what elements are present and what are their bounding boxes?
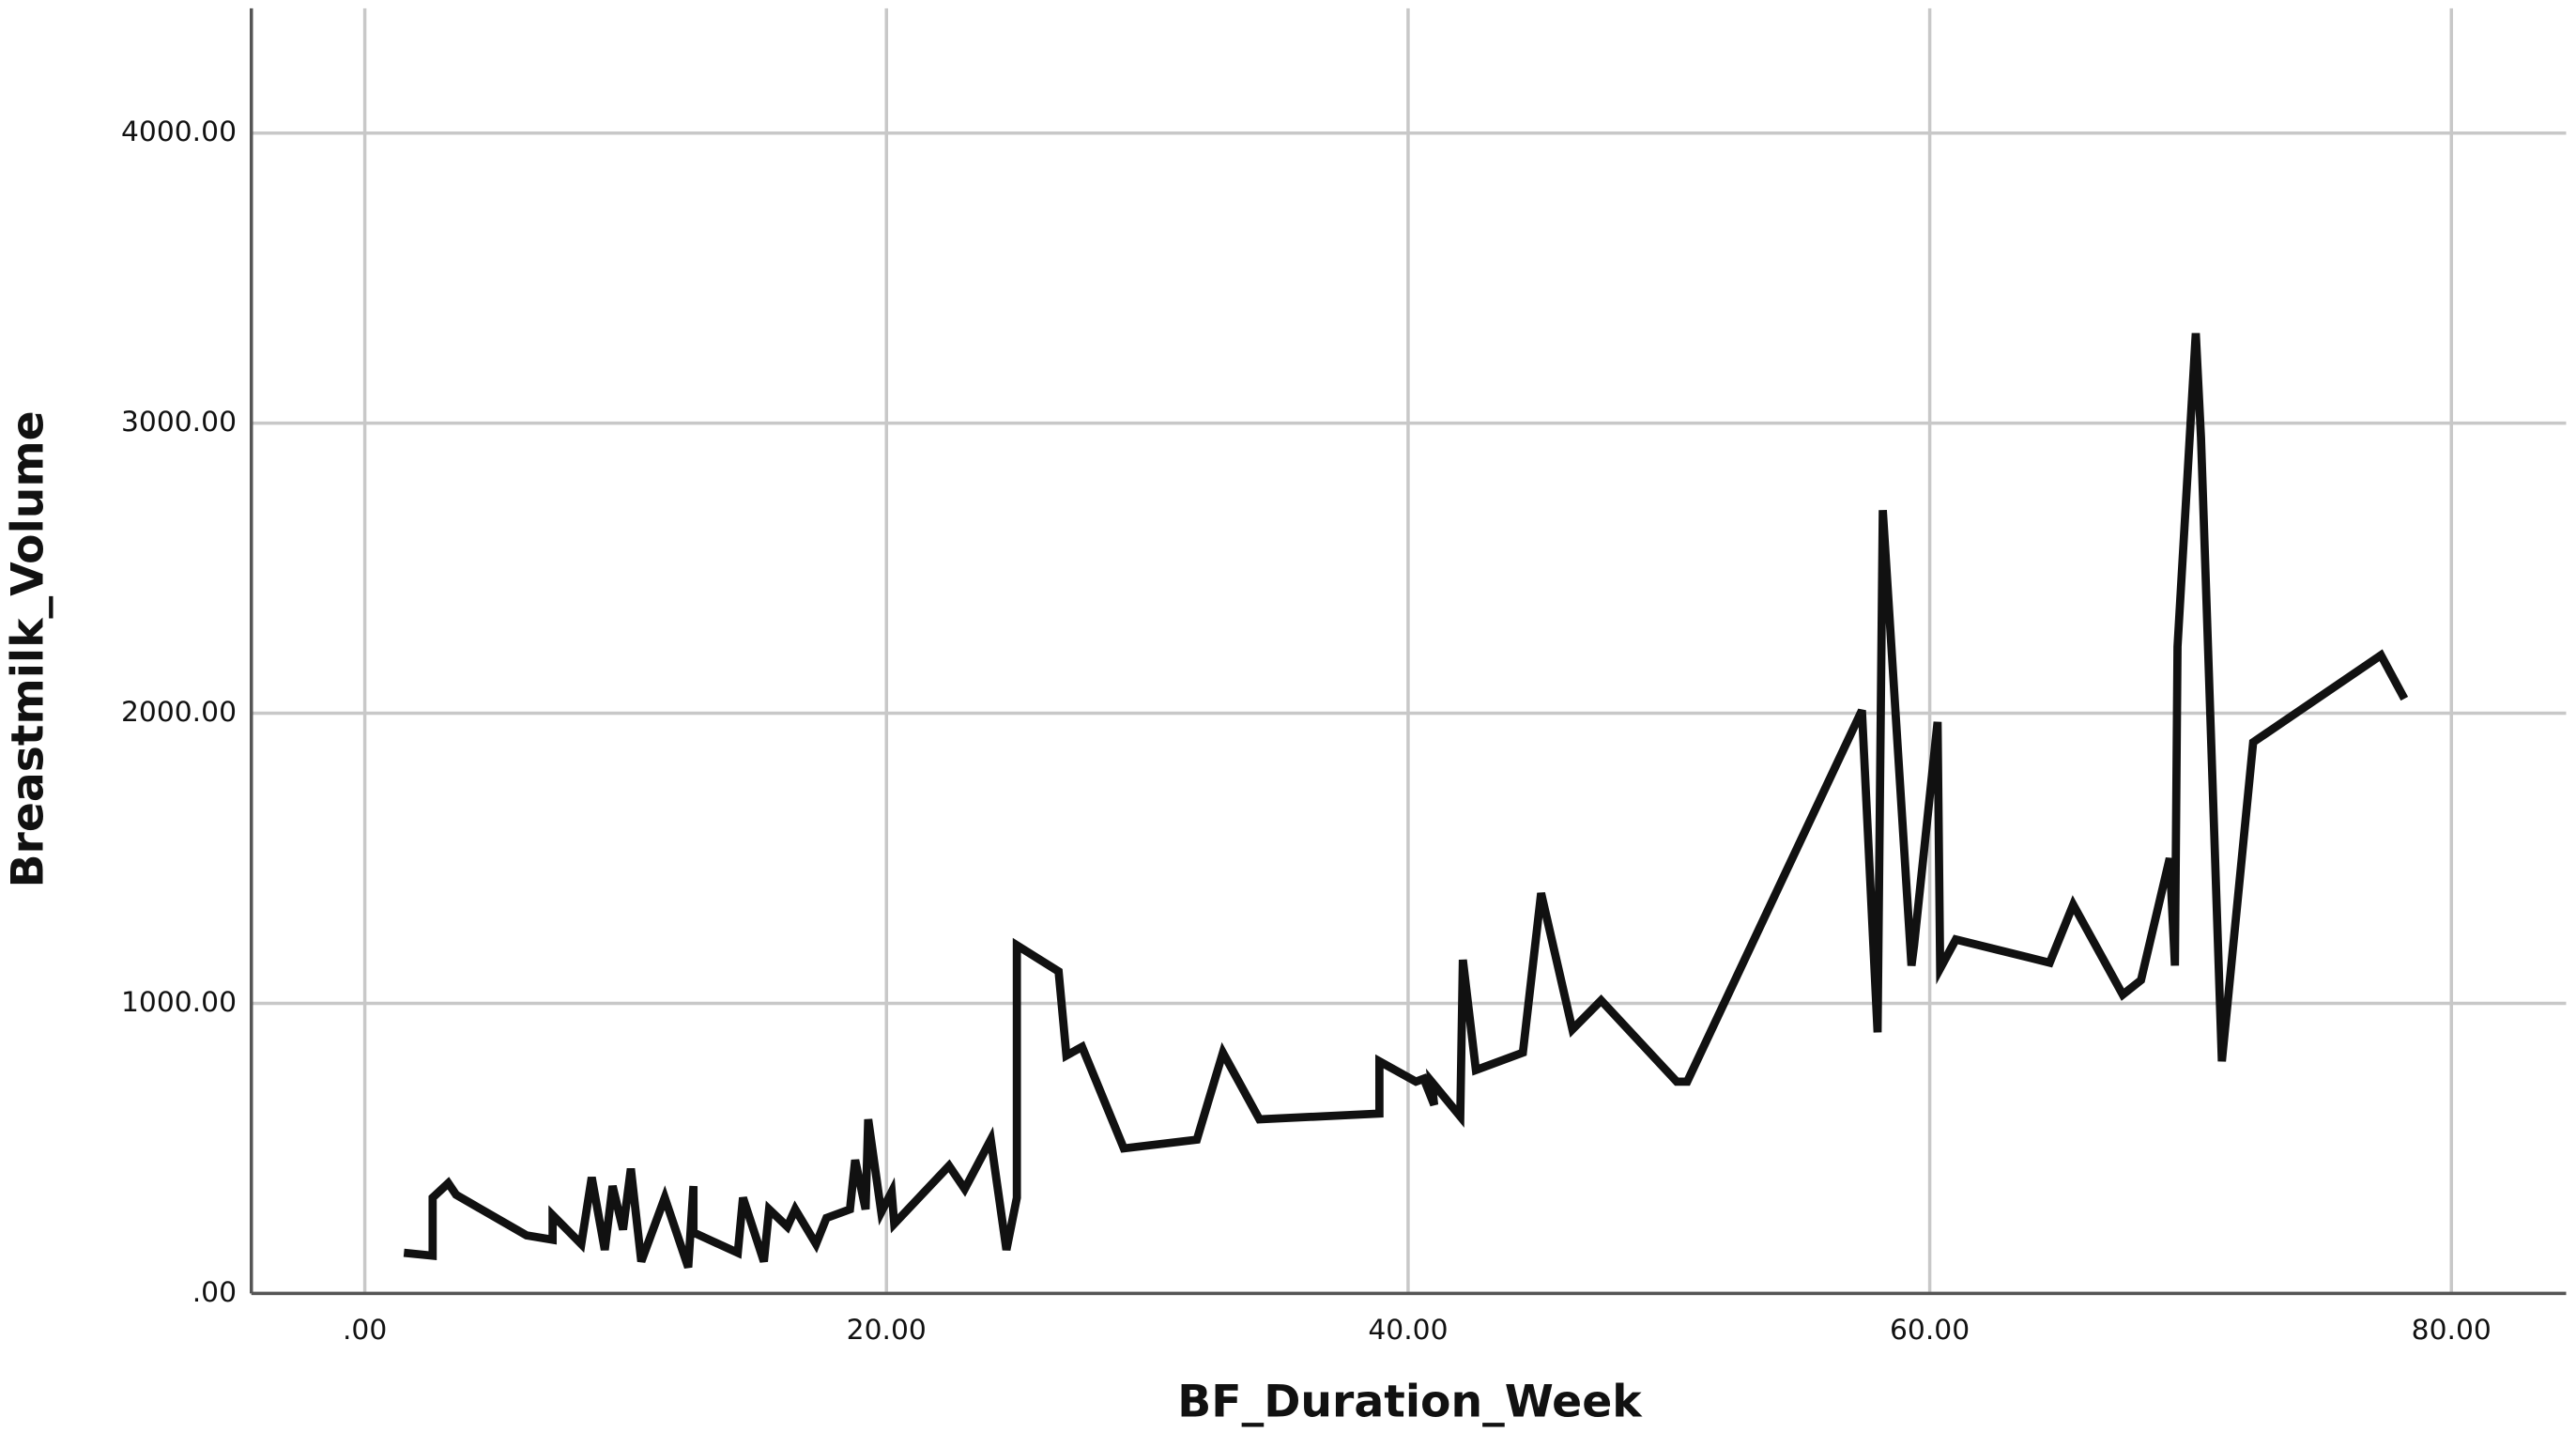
x-tick-label: 80.00: [2412, 1314, 2492, 1347]
y-tick-label: 3000.00: [121, 406, 237, 439]
y-axis-title: Breastmilk_Volume: [2, 410, 54, 887]
y-tick-label: 4000.00: [121, 116, 237, 148]
y-tick-label: 1000.00: [121, 986, 237, 1019]
x-tick-label: 60.00: [1890, 1314, 1970, 1347]
y-tick-label: .00: [192, 1276, 237, 1309]
x-axis-title: BF_Duration_Week: [1177, 1377, 1643, 1428]
x-tick-label: 40.00: [1368, 1314, 1448, 1347]
x-tick-label: 20.00: [847, 1314, 927, 1347]
data-line: [403, 332, 2409, 1269]
y-tick-label: 2000.00: [121, 696, 237, 729]
x-tick-label: .00: [343, 1314, 387, 1347]
